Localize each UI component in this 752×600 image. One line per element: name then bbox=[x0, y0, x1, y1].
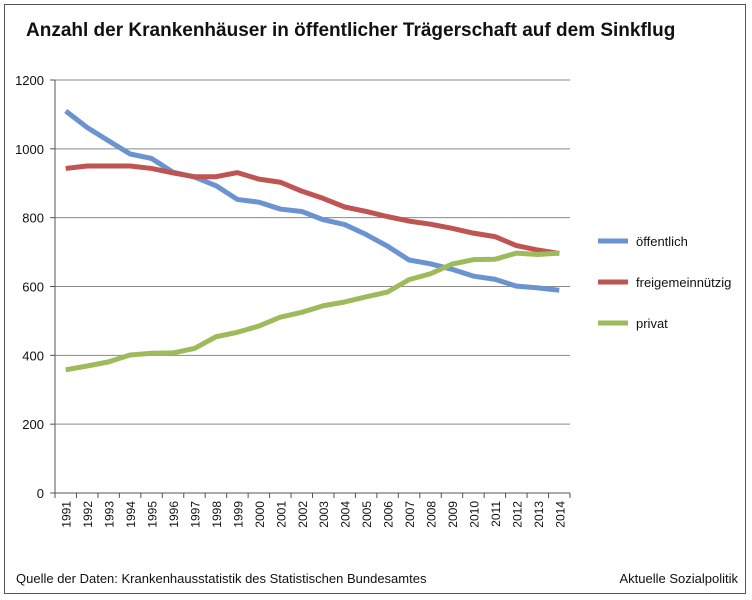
legend: öffentlich freigemeinnützig privat bbox=[598, 234, 731, 331]
x-tick-label: 2012 bbox=[510, 501, 524, 528]
x-tick-label: 2013 bbox=[532, 501, 546, 528]
x-tick-label: 2005 bbox=[360, 501, 374, 528]
x-tick-label: 2010 bbox=[467, 501, 481, 528]
x-tick-label: 1995 bbox=[146, 501, 160, 528]
gridlines bbox=[55, 79, 570, 425]
x-tick-label: 2004 bbox=[339, 501, 353, 528]
x-tick-label: 1991 bbox=[60, 501, 74, 528]
axes bbox=[50, 79, 571, 498]
series-lines bbox=[64, 108, 560, 373]
x-tick-label: 1994 bbox=[124, 501, 138, 528]
x-tick-label: 1992 bbox=[81, 501, 95, 528]
y-tick-label: 1200 bbox=[15, 73, 44, 88]
x-tick-label: 1999 bbox=[231, 501, 245, 528]
legend-label: freigemeinnützig bbox=[636, 275, 731, 290]
x-tick-label: 1998 bbox=[210, 501, 224, 528]
y-tick-label: 600 bbox=[22, 280, 44, 295]
x-tick-label: 2001 bbox=[274, 501, 288, 528]
y-tick-label: 0 bbox=[37, 486, 44, 501]
x-tick-label: 2000 bbox=[253, 501, 267, 528]
y-tick-label: 1000 bbox=[15, 142, 44, 157]
y-tick-label: 200 bbox=[22, 417, 44, 432]
x-tick-label: 2009 bbox=[446, 501, 460, 528]
y-tick-label: 800 bbox=[22, 211, 44, 226]
series-line-freigemeinnützig bbox=[65, 163, 560, 256]
series-line-öffentlich bbox=[64, 108, 560, 293]
x-tick-label: 1996 bbox=[167, 501, 181, 528]
x-tick-label: 1993 bbox=[103, 501, 117, 528]
x-tick-label: 2003 bbox=[317, 501, 331, 528]
chart-title: Anzahl der Krankenhäuser in öffentlicher… bbox=[26, 20, 676, 41]
x-tick-label: 2002 bbox=[296, 501, 310, 528]
data-source-note: Quelle der Daten: Krankenhausstatistik d… bbox=[16, 571, 427, 586]
y-tick-label: 400 bbox=[22, 348, 44, 363]
x-tick-label: 2006 bbox=[382, 501, 396, 528]
credit-label: Aktuelle Sozialpolitik bbox=[619, 571, 738, 586]
legend-label: öffentlich bbox=[636, 234, 688, 249]
x-tick-label: 2014 bbox=[553, 501, 567, 528]
series-line-privat bbox=[65, 250, 560, 373]
x-tick-label: 2011 bbox=[489, 501, 503, 527]
x-axis-tick-labels: 1991 1992 1993 1994 1995 1996 1997 1998 1999 2000… bbox=[60, 501, 568, 528]
chart-frame bbox=[4, 4, 746, 594]
x-tick-label: 1997 bbox=[188, 501, 202, 528]
x-tick-label: 2007 bbox=[403, 501, 417, 528]
x-tick-label: 2008 bbox=[425, 501, 439, 528]
legend-label: privat bbox=[636, 316, 668, 331]
y-axis-tick-labels: 0 200 400 600 800 1000 1200 bbox=[15, 73, 44, 501]
